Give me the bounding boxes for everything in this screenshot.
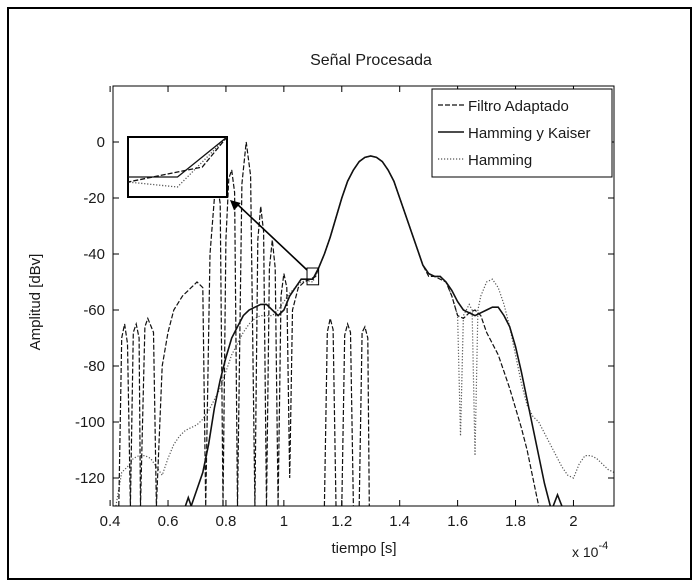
series-hamming-y-kaiser <box>184 155 563 506</box>
inset-zoom <box>127 136 320 286</box>
series-line-segment <box>323 318 337 506</box>
series-line <box>190 155 552 506</box>
series-line-segment <box>341 321 354 506</box>
inset-series-line <box>128 137 227 183</box>
series-line-segment <box>358 325 370 506</box>
legend: Filtro Adaptado Hamming y Kaiser Hamming <box>431 88 613 178</box>
plot-area-border <box>112 85 615 507</box>
inset-series-line <box>128 137 227 178</box>
x-tick-label: 2 <box>569 513 577 530</box>
x-tick-label: 0.8 <box>216 513 237 530</box>
inset-curves <box>128 137 227 188</box>
x-tick-label: 0.4 <box>100 513 121 530</box>
legend-label: Filtro Adaptado <box>468 98 569 115</box>
series-line-segment <box>552 492 563 506</box>
y-axis-label: Amplitud [dBv] <box>27 254 44 351</box>
x-multiplier-exponent: -4 <box>598 540 608 552</box>
y-tick-label: -40 <box>83 246 105 263</box>
series-line <box>118 141 540 506</box>
series-line-segment <box>184 495 192 506</box>
axes-layer: 0.4 0.6 0.8 1 1.2 1.4 1.6 1.8 2 0 -20 -40 -60 -80 -100… <box>75 85 615 530</box>
zoom-arrow <box>235 202 308 271</box>
y-tick-label: -60 <box>83 302 105 319</box>
plot-layer <box>115 141 614 506</box>
y-tick-label: -120 <box>75 470 105 487</box>
legend-label: Hamming y Kaiser <box>468 125 591 142</box>
x-multiplier-label: x 10-4 <box>572 540 608 560</box>
inset-series-line <box>128 137 227 188</box>
x-tick-label: 0.6 <box>158 513 179 530</box>
x-tick-label: 1.8 <box>505 513 526 530</box>
y-tick-label: -80 <box>83 358 105 375</box>
legend-box <box>431 88 613 178</box>
x-tick-label: 1.2 <box>331 513 352 530</box>
chart-title: Señal Procesada <box>310 52 432 69</box>
y-tick-label: -20 <box>83 190 105 207</box>
x-tick-label: 1 <box>280 513 288 530</box>
zoom-target-box <box>306 267 320 286</box>
x-multiplier-base: x 10 <box>572 544 599 560</box>
y-tick-label: 0 <box>97 134 105 151</box>
x-tick-label: 1.4 <box>389 513 410 530</box>
series-filtro-adaptado <box>118 141 540 506</box>
zoom-arrow-head <box>230 200 241 211</box>
inset-box <box>127 136 228 198</box>
x-tick-label: 1.6 <box>447 513 468 530</box>
y-tick-label: -100 <box>75 414 105 431</box>
legend-label: Hamming <box>468 152 532 169</box>
x-axis-label: tiempo [s] <box>331 540 396 557</box>
